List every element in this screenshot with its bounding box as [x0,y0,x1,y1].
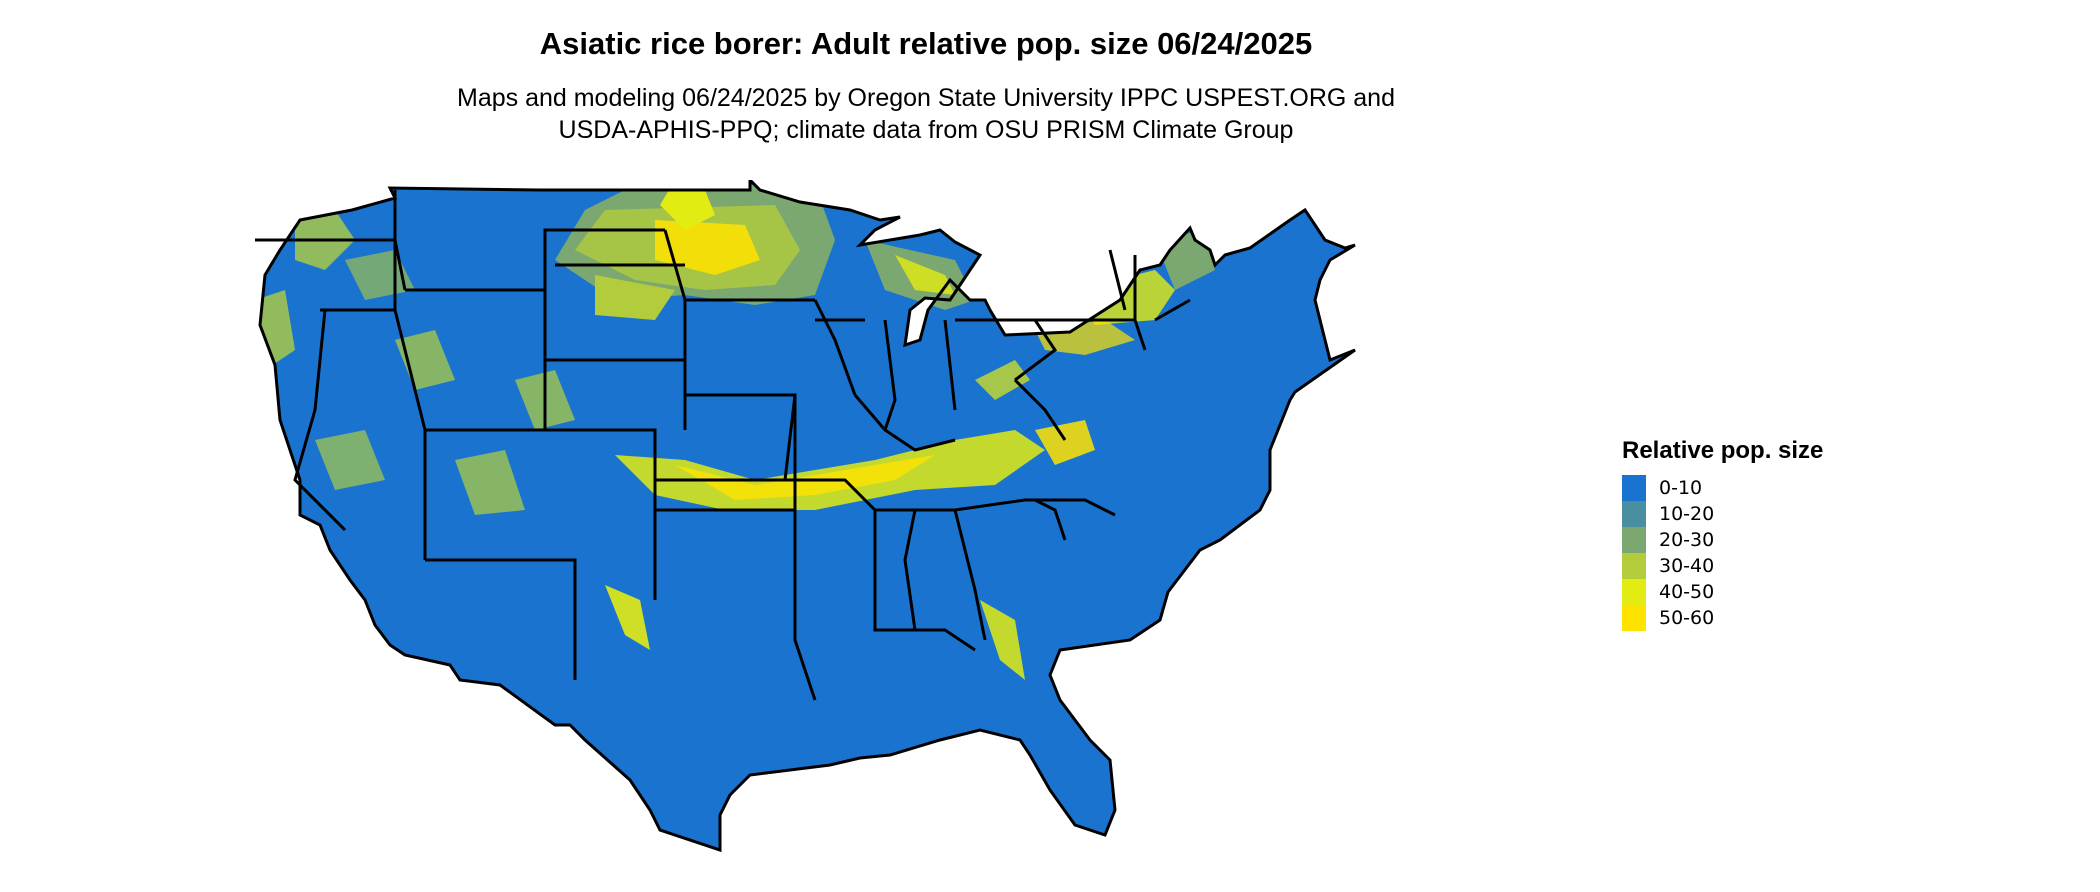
legend-label: 0-10 [1659,477,1703,499]
legend-item: 40-50 [1622,579,1823,605]
subtitle-line-1: Maps and modeling 06/24/2025 by Oregon S… [457,84,1395,112]
map-legend: Relative pop. size 0-10 10-20 20-30 30-40 40… [1622,437,1823,631]
legend-swatch [1622,605,1646,631]
subtitle-line-2: USDA-APHIS-PPQ; climate data from OSU PR… [558,116,1294,144]
state-borders [255,180,1357,852]
legend-item: 30-40 [1622,553,1823,579]
legend-label: 50-60 [1659,607,1715,629]
map-title: Asiatic rice borer: Adult relative pop. … [539,26,1313,61]
legend-swatch [1622,527,1646,553]
legend-item: 10-20 [1622,501,1823,527]
legend-item: 20-30 [1622,527,1823,553]
legend-label: 10-20 [1659,503,1715,525]
legend-swatch [1622,501,1646,527]
legend-label: 20-30 [1659,529,1715,551]
legend-item: 50-60 [1622,605,1823,631]
legend-title: Relative pop. size [1622,437,1824,464]
map-subtitle: Maps and modeling 06/24/2025 by Oregon S… [0,82,1852,146]
us-map [255,180,1357,852]
legend-swatch [1622,579,1646,605]
legend-items: 0-10 10-20 20-30 30-40 40-50 50-60 [1622,475,1823,631]
legend-label: 40-50 [1659,581,1715,603]
legend-swatch [1622,475,1646,501]
legend-label: 30-40 [1659,555,1715,577]
legend-item: 0-10 [1622,475,1823,501]
legend-swatch [1622,553,1646,579]
